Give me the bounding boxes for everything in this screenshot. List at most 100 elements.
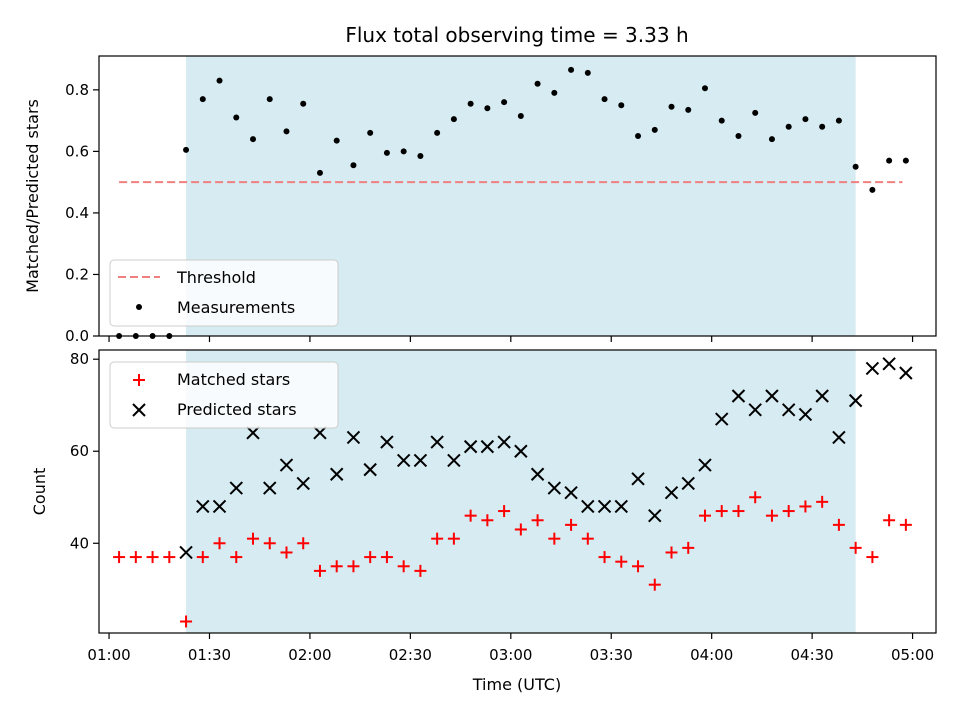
predicted-star-point [899,366,913,380]
predicted-star-point [664,485,679,500]
predicted-star-point [346,430,361,445]
predicted-star-point [581,499,595,514]
predicted-star-point [865,361,880,376]
predicted-stars-legend-label: Predicted stars [177,400,297,419]
count-xtick-label: 02:00 [288,646,331,664]
count-x-ticks: 01:00 01:30 02:00 02:30 03:00 03:30 04:00 04:30… [87,633,934,664]
predicted-star-point [731,389,746,403]
ratio-x-tickmarks [108,336,914,342]
matched-star-point [113,551,126,564]
predicted-star-point [631,472,645,486]
matched-star-point [682,541,695,554]
measurement-point [199,96,206,103]
predicted-star-point [463,439,478,454]
count-xtick-label: 01:00 [87,646,130,664]
matched-star-point [364,551,377,564]
measurement-point [283,128,290,135]
predicted-star-point [330,467,344,481]
predicted-star-point [497,435,511,449]
predicted-star-point [614,499,628,514]
ratio-plot-frame [98,55,937,337]
predicted-star-point [296,476,310,491]
ratio-ytick-label: 0.0 [65,327,89,345]
count-xtick-label: 04:00 [690,646,733,664]
matched-star-point [632,560,645,573]
measurement-point [869,186,876,193]
count-xtick-label: 01:30 [188,646,231,664]
measurement-point [551,89,558,96]
ratio-ytick-label: 0.8 [65,81,89,99]
measurement-point [450,116,457,123]
matched-star-point [782,505,795,518]
count-legend: Matched stars Predicted stars [109,361,339,429]
matched-star-point [280,546,293,559]
measurement-point [417,153,424,159]
matched-stars-legend-marker [133,374,145,386]
matched-star-point [531,514,544,527]
matched-star-point [330,560,343,573]
matched-star-point [732,505,745,518]
matched-star-point [431,532,444,545]
measurement-point [785,123,792,130]
matched-star-point [816,495,829,508]
measurement-point [534,80,541,87]
predicted-star-point [380,435,394,449]
ratio-ytick-label: 0.2 [65,265,89,283]
measurement-point [718,117,725,124]
measurement-point [350,162,357,169]
ratio-y-axis-label: Matched/Predicted stars [23,99,42,293]
chart-title: Flux total observing time = 3.33 h [345,23,688,47]
predicted-star-point [547,481,562,495]
matched-star-point [648,578,661,591]
matched-star-point [615,555,628,568]
predicted-star-point [229,481,243,495]
ratio-ytick-label: 0.6 [65,142,89,160]
predicted-star-point [882,357,896,371]
predicted-star-point [514,444,528,458]
measurement-point [333,137,340,144]
count-xtick-label: 04:30 [791,646,834,664]
predicted-star-point [430,435,444,449]
predicted-star-point [279,458,294,472]
predicted-star-point [798,407,813,422]
matched-star-point [698,509,711,522]
matched-star-point [498,505,511,518]
measurement-point [467,100,474,107]
measurement-point [852,163,859,170]
x-axis-label: Time (UTC) [472,675,561,694]
measurement-point [316,169,323,176]
matched-star-point [514,523,527,536]
predicted-star-point [413,453,428,468]
matched-star-point [715,505,728,518]
predicted-star-point [313,426,327,440]
measurement-point [819,123,826,130]
matched-star-point [883,514,896,527]
predicted-star-point [597,499,612,514]
measurement-point [635,133,642,139]
measurement-point [484,105,491,112]
measurement-point [651,126,658,133]
measurement-point [618,102,625,109]
matched-star-point [832,518,845,531]
matched-stars-legend-label: Matched stars [177,370,290,389]
predicted-star-point [530,467,545,481]
predicted-star-point [564,485,578,500]
predicted-star-point [396,453,411,468]
matched-star-point [213,537,226,550]
matched-star-point [765,509,778,522]
measurement-point [752,109,759,116]
count-xtick-label: 05:00 [891,646,934,664]
ratio-y-ticks: 0.0 0.2 0.4 0.6 0.8 [65,81,99,345]
ratio-ytick-label: 0.4 [65,204,89,222]
ratio-panel: 0.00.20.40.60.8 Matched/Predicted stars … [23,55,937,345]
measurement-point [768,136,775,143]
matched-star-point [414,564,427,577]
ratio-legend: Threshold Measurements [109,259,339,327]
count-panel: 40 60 80 01:00 01:30 02:00 02:30 03:00 03:30 04:… [30,349,937,694]
measurement-point [517,113,524,119]
measurement-point [266,96,273,103]
matched-star-point [581,532,594,545]
predicted-star-point [748,403,762,417]
matched-star-point [146,551,159,564]
